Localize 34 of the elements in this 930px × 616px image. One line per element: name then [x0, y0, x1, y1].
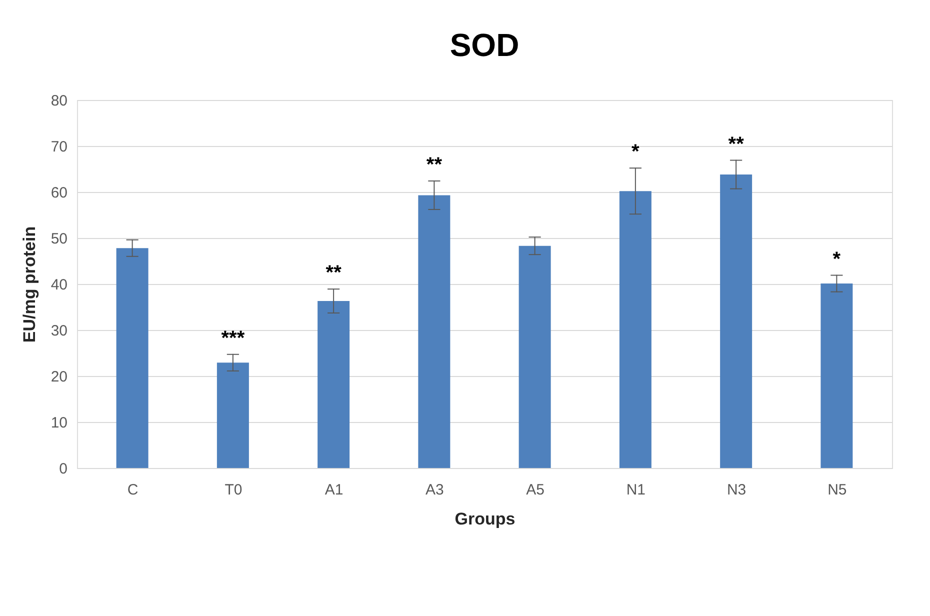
y-tick-label: 60: [50, 184, 68, 202]
x-tick-label: T0: [224, 482, 242, 498]
data-label: ***: [221, 327, 245, 350]
y-tick-label: 80: [50, 92, 68, 110]
bar: [518, 246, 551, 468]
data-label: *: [632, 141, 640, 164]
bar: [116, 248, 148, 468]
y-tick-label: 0: [59, 460, 68, 478]
x-tick-label: N1: [626, 482, 646, 498]
y-tick-label: 70: [50, 138, 68, 156]
x-tick-label: A5: [526, 482, 544, 498]
data-label: *: [832, 248, 841, 270]
data-label: **: [426, 154, 442, 176]
bar: [820, 284, 853, 468]
bar: [720, 174, 752, 468]
bar: [619, 191, 652, 468]
y-tick-label: 30: [50, 322, 68, 340]
x-tick-label: N3: [726, 482, 746, 498]
data-label: **: [326, 262, 342, 284]
data-label: **: [728, 133, 744, 156]
x-tick-label: C: [127, 482, 138, 498]
bar: [418, 195, 450, 468]
x-tick-label: A1: [324, 482, 344, 498]
y-tick-label: 10: [50, 414, 68, 432]
y-tick-label: 50: [50, 230, 68, 248]
bar: [318, 301, 350, 468]
x-tick-label: N5: [828, 482, 847, 498]
y-tick-label: 40: [50, 276, 68, 294]
x-axis-title: Groups: [454, 510, 516, 528]
chart-title: SOD: [450, 27, 520, 63]
bar: [216, 362, 249, 468]
y-axis-title: EU/mg protein: [20, 226, 39, 343]
y-tick-label: 20: [50, 368, 68, 386]
x-tick-label: A3: [426, 482, 444, 498]
